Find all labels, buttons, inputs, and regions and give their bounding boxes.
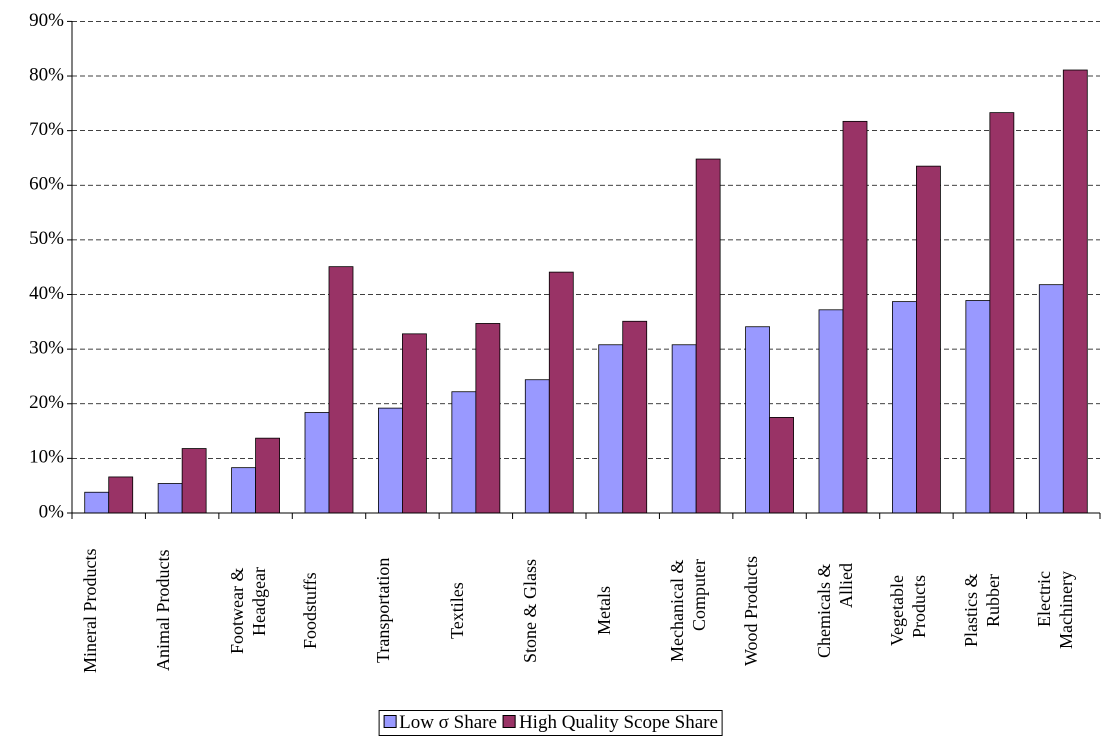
bar bbox=[548, 271, 574, 514]
bar bbox=[842, 120, 868, 514]
x-tick-label: Footwear & Headgear bbox=[226, 567, 269, 654]
bar bbox=[108, 476, 134, 514]
x-tick-label: Vegetable Products bbox=[887, 575, 930, 646]
bar bbox=[769, 417, 794, 514]
bar bbox=[84, 491, 110, 514]
bar bbox=[181, 448, 207, 514]
x-tick-label: Stone & Glass bbox=[520, 558, 541, 663]
y-tick-label: 60% bbox=[29, 174, 64, 195]
x-tick-label: Metals bbox=[593, 586, 614, 635]
x-tick-label: Animal Products bbox=[153, 549, 174, 672]
bar bbox=[598, 344, 624, 514]
bar bbox=[157, 483, 183, 514]
x-tick-label: Plastics & Rubber bbox=[960, 573, 1003, 648]
bar bbox=[378, 407, 403, 514]
y-tick-label: 90% bbox=[29, 10, 64, 31]
bar bbox=[328, 266, 354, 514]
y-tick-label: 0% bbox=[39, 501, 65, 522]
y-tick-label: 50% bbox=[29, 228, 64, 249]
bar bbox=[989, 112, 1015, 514]
x-tick-label: Foodstuffs bbox=[300, 572, 320, 649]
bar bbox=[916, 165, 941, 514]
x-tick-label: Mechanical & Computer bbox=[667, 559, 710, 662]
bar bbox=[1062, 69, 1088, 514]
bar bbox=[818, 309, 844, 514]
y-tick-label: 40% bbox=[29, 283, 64, 304]
bar bbox=[451, 391, 477, 514]
bar bbox=[671, 344, 697, 514]
x-tick-label: Textiles bbox=[446, 582, 467, 639]
bar bbox=[695, 158, 721, 514]
bar bbox=[622, 320, 648, 514]
bar bbox=[255, 437, 280, 514]
y-tick-label: 80% bbox=[29, 64, 64, 85]
legend-item: Low σ Share bbox=[383, 712, 497, 734]
bar bbox=[892, 301, 917, 514]
x-tick-label: Electric Machinery bbox=[1034, 571, 1077, 650]
x-tick-label: Wood Products bbox=[740, 555, 761, 666]
legend-label: Low σ Share bbox=[399, 712, 497, 733]
y-tick-label: 70% bbox=[29, 119, 64, 140]
bar bbox=[745, 326, 770, 514]
legend-swatch bbox=[502, 715, 516, 728]
bar bbox=[304, 412, 330, 514]
bar bbox=[524, 379, 550, 514]
x-tick-label: Transportation bbox=[373, 557, 394, 664]
legend: Low σ Share High Quality Scope Share bbox=[378, 710, 723, 736]
x-tick-label: Chemicals & Allied bbox=[814, 563, 856, 658]
legend-swatch bbox=[383, 715, 397, 728]
bar bbox=[475, 323, 501, 514]
legend-label: High Quality Scope Share bbox=[518, 712, 718, 733]
y-tick-label: 20% bbox=[29, 392, 64, 413]
bar bbox=[965, 300, 991, 514]
bar bbox=[231, 467, 256, 514]
y-tick-label: 10% bbox=[29, 447, 64, 468]
bar bbox=[402, 333, 427, 514]
legend-item: High Quality Scope Share bbox=[502, 712, 718, 734]
bar bbox=[1038, 284, 1064, 514]
y-tick-label: 30% bbox=[29, 337, 64, 358]
x-tick-label: Mineral Products bbox=[79, 548, 100, 673]
